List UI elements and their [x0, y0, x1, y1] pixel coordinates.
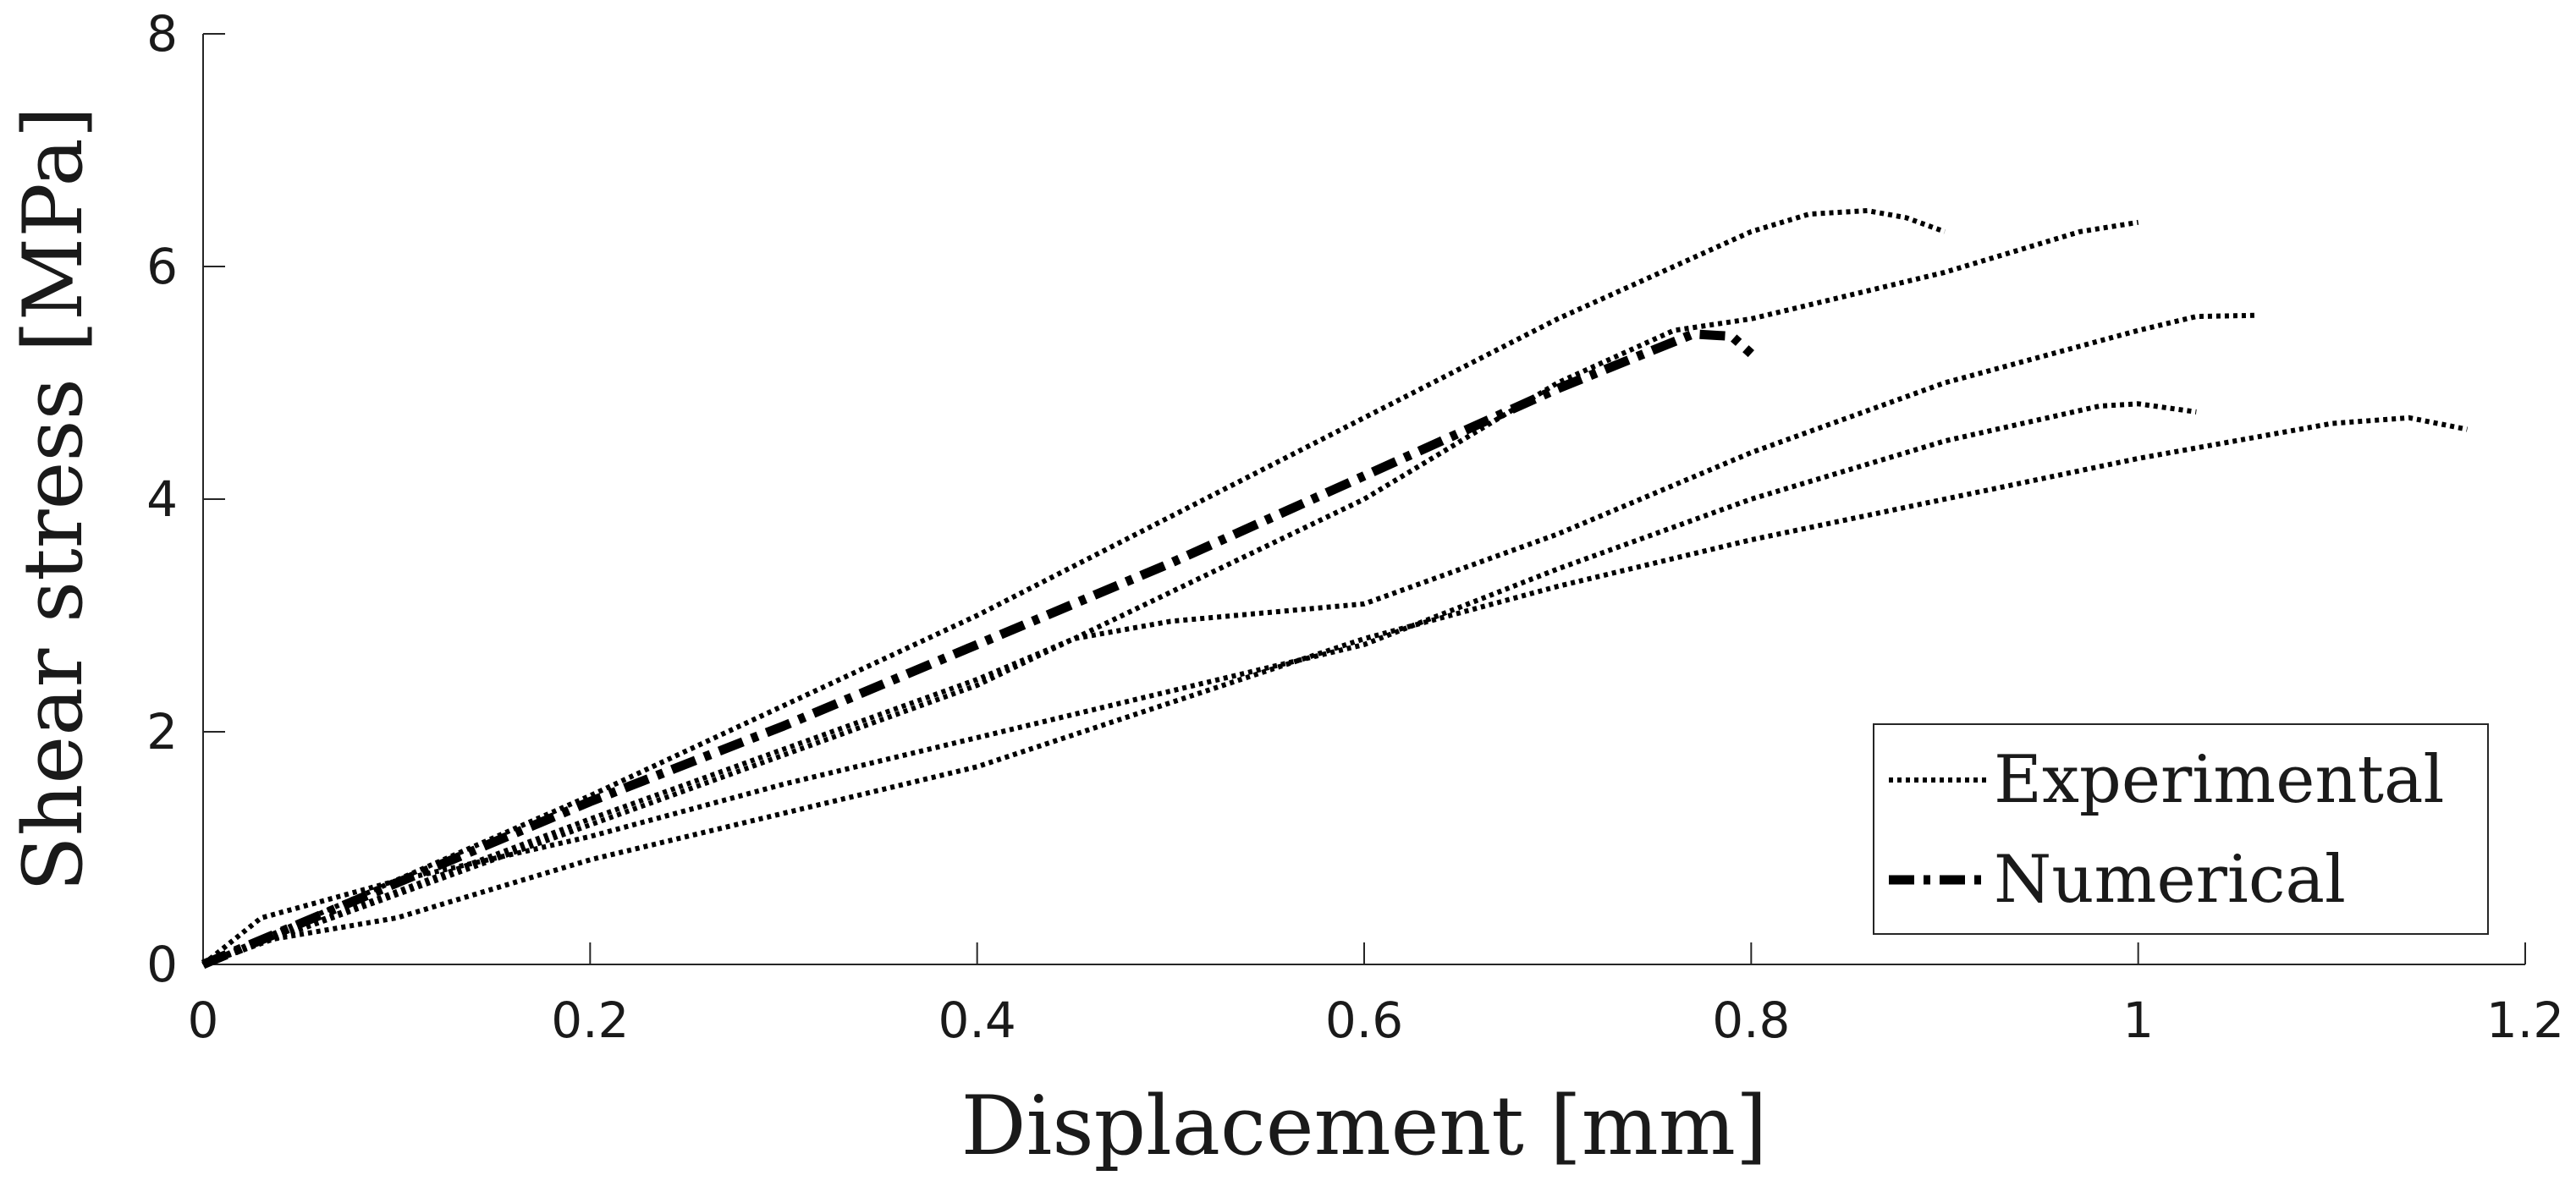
y-tick-label: 6	[146, 238, 178, 295]
x-tick-label: 0.8	[1712, 992, 1790, 1049]
y-axis-title: Shear stress [MPa]	[6, 107, 101, 892]
legend-label-numerical: Numerical	[1994, 842, 2346, 918]
x-tick-label: 1	[2122, 992, 2154, 1049]
numerical-series-line	[201, 329, 1754, 970]
y-tick-label: 0	[146, 936, 178, 993]
y-ticks: 0 2 4 6 8	[146, 5, 225, 993]
x-tick-label: 0.4	[938, 992, 1016, 1049]
experimental-series-line	[201, 312, 2254, 967]
x-tick-label: 0.6	[1325, 992, 1403, 1049]
x-tick-label: 0	[188, 992, 219, 1049]
y-tick-label: 8	[146, 5, 178, 63]
experimental-series-line	[201, 208, 1946, 967]
legend: Experimental Numerical	[1873, 723, 2489, 935]
y-tick-label: 4	[146, 470, 178, 528]
x-tick-label: 0.2	[551, 992, 629, 1049]
experimental-series-line	[201, 415, 2468, 967]
y-tick-label: 2	[146, 703, 178, 761]
x-tick-label: 1.2	[2486, 992, 2564, 1049]
x-ticks: 0 0.2 0.4 0.6 0.8 1 1.2	[188, 942, 2564, 1049]
legend-label-experimental: Experimental	[1994, 742, 2444, 818]
experimental-series-line	[201, 219, 2139, 967]
axes: 0 0.2 0.4 0.6 0.8 1 1.2 0 2 4 6 8	[146, 5, 2564, 1049]
x-axis-title: Displacement [mm]	[961, 1079, 1768, 1173]
series-layer	[201, 208, 2468, 970]
legend-box	[1873, 723, 2489, 935]
